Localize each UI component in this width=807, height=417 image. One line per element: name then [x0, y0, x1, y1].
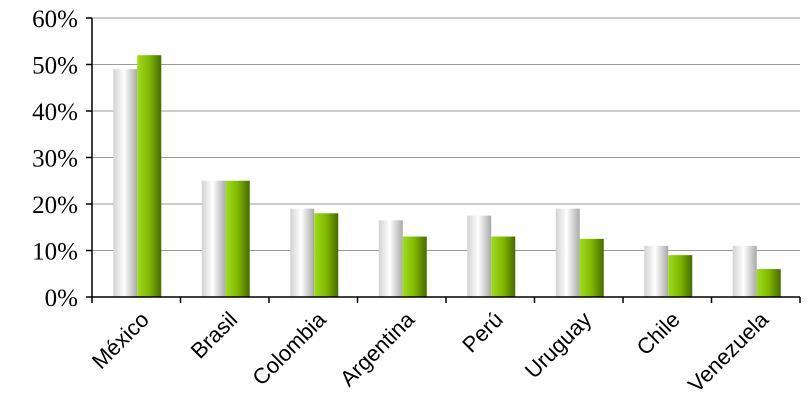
bar-series-1-méxico [113, 69, 138, 298]
bar-series-1-colombia [290, 208, 315, 297]
y-tick-label: 20% [32, 192, 78, 219]
bar-series-1-perú [467, 215, 492, 297]
bar-series-2-chile [668, 255, 693, 297]
bar-series-2-colombia [314, 213, 339, 297]
y-tick-label: 60% [32, 6, 78, 33]
x-tick-label: Perú [457, 307, 508, 358]
y-tick-label: 10% [32, 239, 78, 266]
bar-series-1-argentina [378, 220, 403, 297]
axes [86, 17, 801, 303]
bar-series-2-brasil [225, 180, 250, 297]
x-axis-tick-labels: México Brasil Colombia Argentina Perú Uruguay… [87, 306, 774, 397]
bar-series-1-uruguay [555, 208, 580, 297]
y-tick-label: 40% [32, 99, 78, 126]
bar-series-2-argentina [402, 236, 427, 297]
x-tick-label: Chile [632, 307, 685, 360]
y-tick-label: 50% [32, 53, 78, 80]
bar-series-2-venezuela [756, 269, 781, 297]
y-tick-label: 30% [32, 146, 78, 173]
x-tick-label: Argentina [335, 306, 420, 391]
bar-series-1-chile [644, 245, 669, 297]
bar-series-2-perú [491, 236, 516, 297]
y-axis-tick-labels: 0% 10% 20% 30% 40% 50% 60% [32, 6, 78, 312]
x-tick-label: México [87, 307, 154, 374]
x-tick-label: Uruguay [520, 307, 596, 383]
bar-series-2-méxico [137, 55, 162, 298]
bar-series-1-venezuela [732, 245, 757, 297]
x-tick-label: Colombia [247, 306, 331, 390]
x-tick-label: Brasil [186, 307, 243, 364]
bar-series-2-uruguay [579, 238, 604, 297]
x-tick-label: Venezuela [683, 306, 774, 397]
y-tick-label: 0% [45, 285, 78, 312]
bars [113, 55, 781, 298]
gridlines [92, 17, 800, 251]
bar-series-1-brasil [201, 180, 226, 297]
